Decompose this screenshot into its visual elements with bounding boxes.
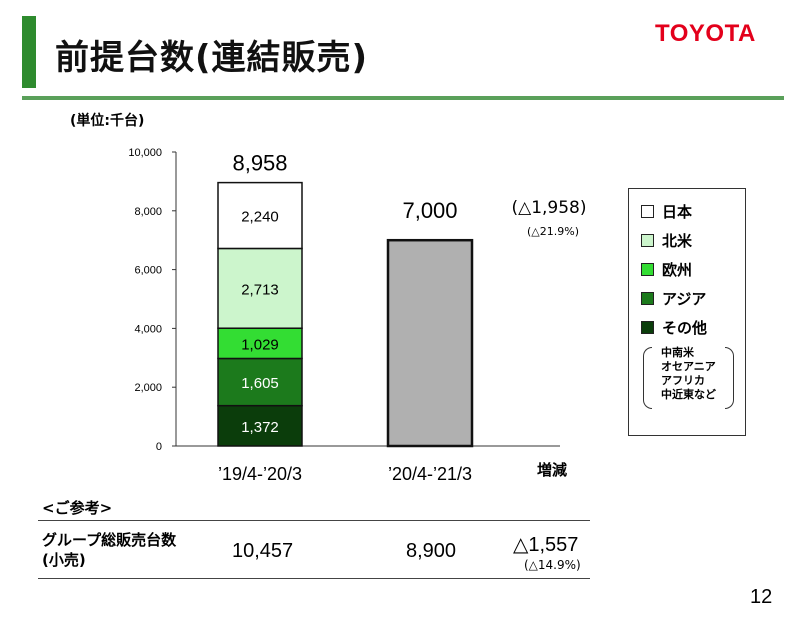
bar-segment-1 [217,357,303,407]
reference-divider-top [38,520,590,521]
legend-swatch-japan [641,205,654,218]
reference-title: <ご参考> [42,499,113,517]
legend-swatch-north-america [641,234,654,247]
reference-label-line2: (小売) [42,551,86,569]
reference-value-prev: 10,457 [232,540,294,562]
legend-label: アジア [662,290,707,308]
legend-label: 北米 [662,232,693,250]
reference-change-pct: (△14.9%) [524,558,581,572]
reference-label-line1: グループ総販売台数 [42,531,177,549]
legend-swatch-asia [641,292,654,305]
bar-segment-label: 2,240 [241,209,279,226]
legend-label: その他 [662,319,708,337]
legend-item-other: その他 [641,319,707,337]
reference-value-curr: 8,900 [406,540,457,562]
unit-label: (単位:千台) [70,113,145,129]
reference-divider-bottom [38,578,590,579]
legend-item-europe: 欧州 [641,261,692,279]
legend-item-japan: 日本 [641,203,692,221]
change-label: 増減 [537,461,567,479]
legend-note-line: 中近東など [661,388,716,401]
reference-label: グループ総販売台数 (小売) [42,530,176,570]
reference-change: △1,557 [513,534,579,556]
change-pct: (△21.9%) [527,225,579,238]
y-tick-label: 0 [156,441,162,453]
legend-item-asia: アジア [641,290,706,308]
title-accent-bar [22,16,36,88]
page-number: 12 [750,586,773,608]
legend-item-north-america: 北米 [641,232,692,250]
bar-segment-label: 1,605 [241,375,279,392]
bar-segment-label: 1,372 [241,419,279,436]
total-label: 7,000 [402,198,457,223]
change-value: (△1,958) [511,198,586,218]
bar-segment-2 [217,327,303,360]
title-underline [22,96,784,100]
legend-note-line: アフリカ [661,374,705,387]
x-category-label: ’20/4-’21/3 [388,464,472,484]
legend-note-line: 中南米 [661,346,694,359]
legend: 日本 北米 欧州 アジア その他 中南米 オセアニア アフリカ 中近東など [628,188,746,436]
y-tick-label: 4,000 [134,323,162,335]
legend-note-line: オセアニア [661,360,716,373]
toyota-logo: TOYOTA [655,20,756,47]
legend-swatch-europe [641,263,654,276]
bar-segment-label: 2,713 [241,281,279,298]
y-tick-label: 8,000 [134,206,162,218]
bar-segment-label: 1,029 [241,336,279,353]
x-category-label: ’19/4-’20/3 [218,464,302,484]
bar-total-2021 [386,238,474,448]
legend-swatch-other [641,321,654,334]
legend-note: 中南米 オセアニア アフリカ 中近東など [649,346,743,402]
total-label: 8,958 [232,151,287,176]
y-tick-label: 6,000 [134,265,162,277]
y-tick-label: 10,000 [128,147,162,159]
page-title: 前提台数(連結販売) [55,38,369,78]
legend-label: 欧州 [662,261,693,279]
bar-segment-3 [217,247,303,329]
legend-label: 日本 [662,203,693,221]
y-tick-label: 2,000 [134,382,162,394]
bar-segment-4 [217,181,303,250]
